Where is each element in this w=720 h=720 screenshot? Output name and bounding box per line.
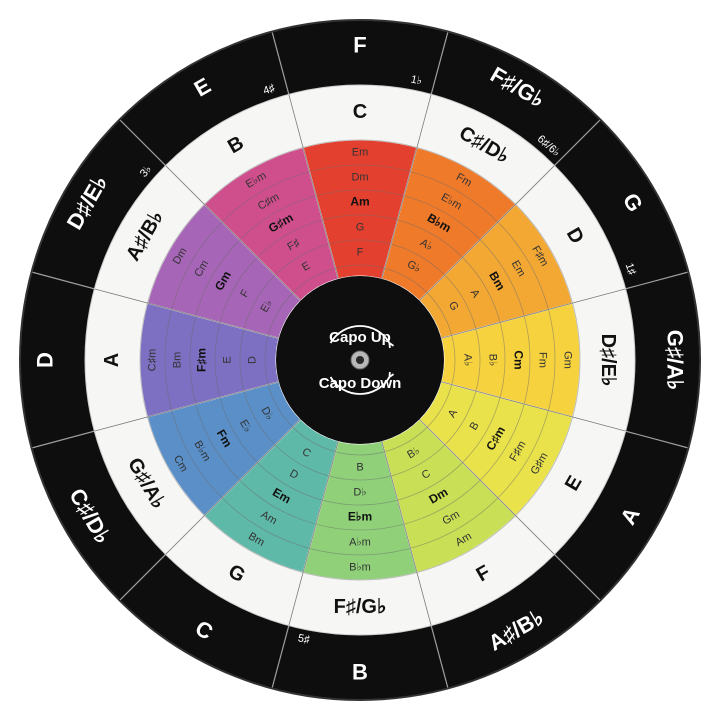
svg-text:G: G [356, 221, 365, 233]
svg-text:B♭m: B♭m [349, 561, 371, 573]
svg-text:Am: Am [350, 195, 369, 209]
capo-chord-wheel: { "type": "radial-chord-wheel", "backgro… [0, 0, 720, 720]
svg-text:A♭: A♭ [462, 354, 474, 367]
svg-text:A: A [101, 353, 123, 367]
svg-text:C♯m: C♯m [146, 349, 158, 372]
svg-text:F: F [357, 246, 364, 258]
svg-text:Fm: Fm [537, 352, 549, 368]
wheel-svg: F1♭F♯/G♭6♯/6♭G1♯G♯/A♭AA♯/B♭B5♯CC♯/D♭DD♯/… [0, 0, 720, 720]
svg-text:1♭: 1♭ [410, 74, 423, 88]
svg-text:Dm: Dm [351, 171, 368, 183]
capo-up-label: Capo Up [329, 329, 391, 346]
svg-text:C: C [353, 101, 367, 123]
svg-text:G♯/A♭: G♯/A♭ [663, 330, 688, 391]
svg-text:F♯m: F♯m [195, 348, 209, 372]
svg-text:F: F [353, 32, 366, 57]
svg-text:E♭m: E♭m [348, 510, 372, 524]
svg-text:B: B [352, 659, 368, 684]
svg-text:D: D [246, 356, 258, 364]
svg-text:Bm: Bm [171, 352, 183, 369]
svg-text:A♭m: A♭m [349, 536, 371, 548]
svg-text:E: E [221, 356, 233, 363]
svg-text:F♯/G♭: F♯/G♭ [334, 596, 387, 618]
svg-text:Em: Em [352, 146, 369, 158]
svg-text:B: B [356, 461, 363, 473]
svg-text:D♯/E♭: D♯/E♭ [597, 334, 619, 387]
svg-text:Gm: Gm [562, 351, 574, 369]
svg-text:D♭: D♭ [353, 486, 366, 498]
svg-text:D: D [32, 352, 57, 368]
svg-text:B♭: B♭ [487, 354, 499, 367]
svg-text:Cm: Cm [511, 350, 525, 369]
